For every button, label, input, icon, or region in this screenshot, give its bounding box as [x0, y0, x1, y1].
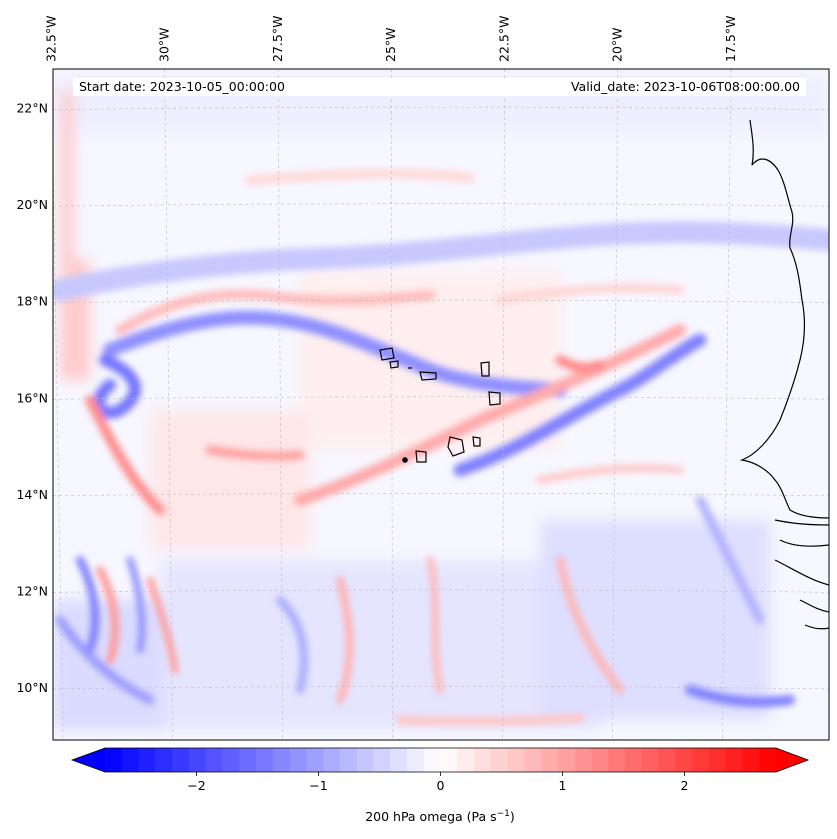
- colorbar-cell: [742, 748, 760, 772]
- colorbar-cell: [625, 748, 643, 772]
- latitude-tick-label: 16°N: [16, 390, 48, 405]
- colorbar-cell: [239, 748, 257, 772]
- colorbar-tick-label: −2: [187, 778, 205, 793]
- colorbar-cell: [255, 748, 274, 772]
- parallel-line: [53, 493, 829, 497]
- longitude-tick-label: 32.5°W: [44, 16, 59, 62]
- colorbar-cell: [725, 748, 744, 772]
- latitude-tick-label: 18°N: [16, 294, 48, 309]
- colorbar-cell: [323, 748, 341, 772]
- colorbar-cell: [457, 748, 475, 772]
- longitude-tick-label: 17.5°W: [723, 16, 738, 62]
- latitude-labels: 22°N 20°N 18°N 16°N 14°N 12°N 10°N: [16, 101, 48, 695]
- colorbar-cell: [306, 748, 324, 772]
- parallel-line: [53, 203, 829, 207]
- colorbar-cell: [557, 748, 576, 772]
- meridian-line: [390, 69, 393, 740]
- colorbar-cell: [121, 748, 140, 772]
- colorbar: −2 −1 0 1 2 200 hPa omega (Pa s−1): [70, 747, 810, 824]
- date-header-background: [73, 78, 806, 96]
- colorbar-tick-label: 1: [559, 778, 567, 793]
- colorbar-cell: [675, 748, 693, 772]
- longitude-tick-label: 27.5°W: [270, 16, 285, 62]
- parallel-line: [53, 106, 829, 110]
- colorbar-cell: [423, 748, 442, 772]
- colorbar-title-exponent: −1: [497, 809, 510, 819]
- colorbar-under-extension: [72, 748, 105, 772]
- colorbar-title-main: 200 hPa omega (Pa s: [365, 809, 496, 824]
- colorbar-tick-label: 0: [437, 778, 445, 793]
- latitude-tick-label: 22°N: [16, 101, 48, 116]
- longitude-tick-label: 30°W: [157, 27, 172, 62]
- colorbar-cell: [289, 748, 307, 772]
- colorbar-cell: [105, 748, 123, 772]
- parallel-line: [53, 299, 829, 304]
- colorbar-cell: [692, 748, 710, 772]
- longitude-labels: 32.5°W 30°W 27.5°W 25°W 22.5°W 20°W 17.5°W: [44, 16, 738, 62]
- map-frame: [52, 68, 830, 741]
- colorbar-cell: [390, 748, 408, 772]
- colorbar-cell: [608, 748, 626, 772]
- colorbar-tick-label: −1: [309, 778, 327, 793]
- coastline: [379, 119, 829, 630]
- colorbar-cell: [339, 748, 358, 772]
- colorbar-cell: [222, 748, 240, 772]
- colorbar-cell: [524, 748, 542, 772]
- colorbar-cell: [641, 748, 660, 772]
- colorbar-cell: [272, 748, 291, 772]
- meridian-line: [277, 69, 283, 740]
- colorbar-cell: [172, 748, 190, 772]
- colorbar-title: 200 hPa omega (Pa s−1): [365, 809, 515, 824]
- meridian-line: [502, 69, 505, 740]
- colorbar-title-end: ): [510, 809, 515, 824]
- colorbar-cell: [155, 748, 173, 772]
- longitude-tick-label: 22.5°W: [496, 16, 511, 62]
- colorbar-cell: [507, 748, 525, 772]
- colorbar-over-extension: [776, 748, 808, 772]
- colorbar-cell: [188, 748, 207, 772]
- colorbar-cell: [406, 748, 425, 772]
- latitude-tick-label: 12°N: [16, 583, 48, 598]
- gridlines: [53, 69, 829, 740]
- colorbar-cell: [138, 748, 156, 772]
- colorbar-cell: [541, 748, 559, 772]
- valid-date-label: Valid_date: 2023-10-06T08:00:00.00: [571, 79, 800, 94]
- colorbar-cell: [759, 748, 777, 772]
- latitude-tick-label: 20°N: [16, 197, 48, 212]
- meridian-line: [53, 139, 64, 740]
- longitude-tick-label: 20°W: [610, 27, 625, 62]
- meridian-line: [164, 69, 174, 740]
- colorbar-cell: [708, 748, 727, 772]
- colorbar-cell: [658, 748, 676, 772]
- meridian-line: [612, 69, 619, 740]
- colorbar-cell: [205, 748, 224, 772]
- omega-field: [53, 69, 829, 740]
- meridian-line: [722, 69, 732, 740]
- colorbar-cell: [356, 748, 374, 772]
- colorbar-tick-label: 2: [681, 778, 689, 793]
- parallel-line: [53, 686, 829, 690]
- colorbar-cell: [490, 748, 509, 772]
- colorbar-cell: [591, 748, 609, 772]
- longitude-tick-label: 25°W: [383, 27, 398, 62]
- parallel-line: [53, 396, 829, 400]
- colorbar-cell: [474, 748, 492, 772]
- colorbar-cell: [574, 748, 593, 772]
- parallel-line: [53, 589, 829, 593]
- latitude-tick-label: 14°N: [16, 487, 48, 502]
- latitude-tick-label: 10°N: [16, 680, 48, 695]
- colorbar-cell: [440, 748, 458, 772]
- start-date-label: Start date: 2023-10-05_00:00:00: [79, 79, 285, 94]
- colorbar-cell: [373, 748, 391, 772]
